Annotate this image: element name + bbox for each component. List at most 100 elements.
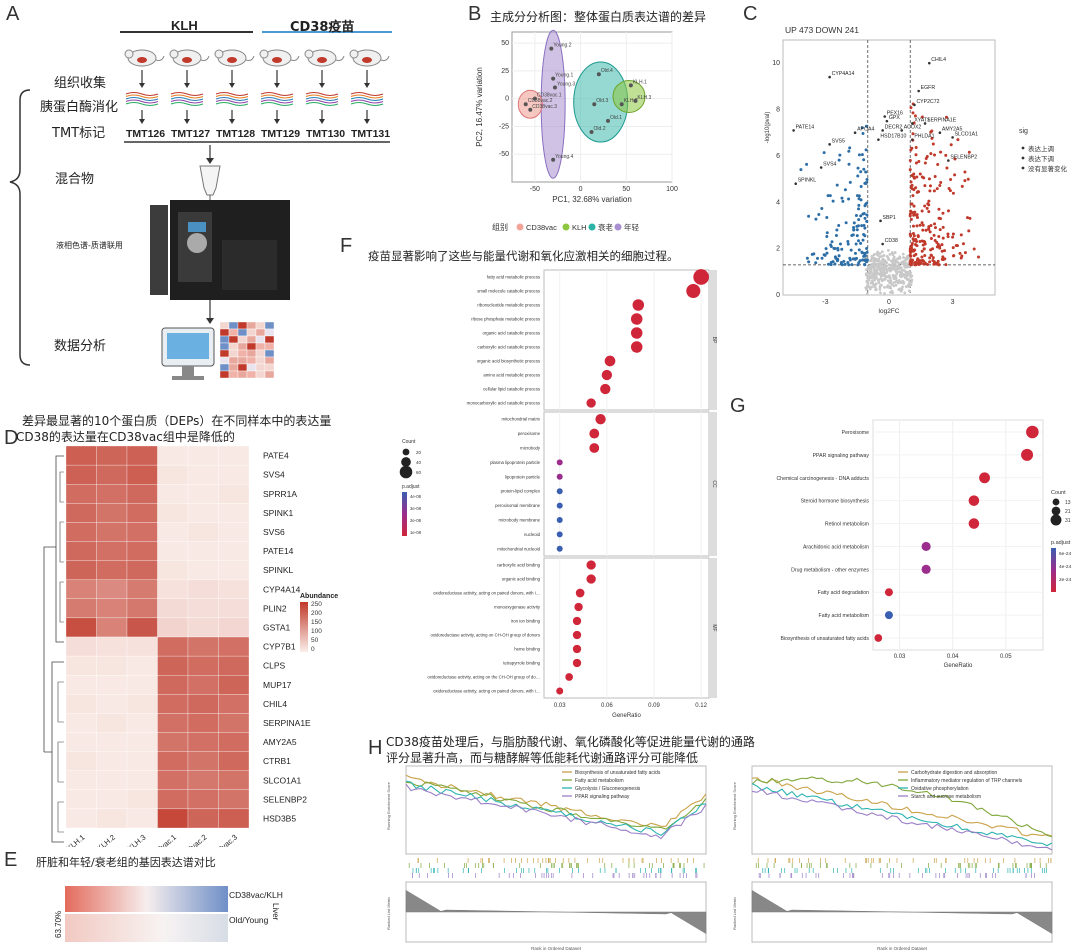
heatmap-cell xyxy=(126,598,158,619)
volcano-ytick: 10 xyxy=(772,60,780,67)
volcano-highlight-point xyxy=(911,138,914,141)
heatmap-row-label: HSD3B5 xyxy=(263,813,296,823)
kegg-dot xyxy=(921,564,931,574)
volcano-ytick: 8 xyxy=(776,107,780,114)
step-lcms: 液相色谱-质谱联用 xyxy=(56,241,123,250)
kegg-dot xyxy=(884,611,893,620)
heatmap-cell xyxy=(126,579,158,599)
heatmap-cell xyxy=(126,808,158,829)
heatmap-cell xyxy=(157,617,189,638)
go-color-legend-label: 4e-08 xyxy=(410,494,422,499)
kegg-term-label: Fatty acid metabolism xyxy=(819,613,869,619)
volcano-highlight-point xyxy=(828,143,831,146)
pca-point-label: Old.1 xyxy=(610,115,622,121)
pca-ytick: -25 xyxy=(499,123,509,130)
heatmap-cell xyxy=(96,789,128,810)
panel-e-bars xyxy=(65,886,228,942)
volcano-highlight-point xyxy=(927,61,931,65)
go-term-label: tetrapyrrole binding xyxy=(503,661,540,666)
gsea-rank-area xyxy=(405,889,707,935)
e-side-label: Liver xyxy=(271,903,280,921)
kegg-term-label: Chemical carcinogenesis - DNA adducts xyxy=(776,476,869,482)
kegg-dotplot: 0.03 0.04 0.05 GeneRatio Peroxisome PPAR sign… xyxy=(776,419,1072,669)
volcano-legend-label: 没有显著变化 xyxy=(1028,164,1068,173)
go-dot xyxy=(572,644,582,654)
go-size-legend-label: 20 xyxy=(416,450,422,455)
pca-title: 主成分分析图：整体蛋白质表达谱的差异 xyxy=(490,10,707,24)
heatmap-cell xyxy=(157,560,189,580)
heatmap-cell xyxy=(96,751,128,771)
heatmap-legend-tick: 150 xyxy=(311,619,322,626)
heatmap-row-label: CTRB1 xyxy=(263,756,291,766)
pca-legend-label: KLH xyxy=(572,223,587,232)
pca-legend-swatch xyxy=(588,223,596,231)
go-facet-panel xyxy=(543,269,710,411)
pca-legend-swatch xyxy=(516,223,524,231)
go-term-label: oxidoreductase activity, acting on the C… xyxy=(427,675,540,680)
e-row1-label: CD38vac/KLH xyxy=(229,890,283,900)
go-dot xyxy=(572,616,582,626)
volcano-highlight-point xyxy=(828,75,831,79)
volcano-legend-swatch xyxy=(1021,156,1025,160)
go-color-legend-title: p.adjust xyxy=(402,484,420,490)
heatmap-col-label: CD38vac.3 xyxy=(205,833,239,847)
gsea-legend-label: Oxidative phosphorylation xyxy=(911,786,969,792)
pca-xlabel: PC1, 32.68% variation xyxy=(552,195,632,204)
heatmap-row-label: PATE4 xyxy=(263,451,289,461)
kegg-dot xyxy=(884,588,893,597)
heatmap-cell xyxy=(157,751,189,771)
volcano-legend-swatch xyxy=(1021,146,1025,150)
volcano-gene-label: CD38 xyxy=(885,238,898,244)
heatmap-row-label: SERPINA1E xyxy=(263,718,311,728)
volcano-highlight-point xyxy=(913,103,916,107)
go-dot xyxy=(556,517,563,523)
volcano-highlight-point xyxy=(911,122,914,125)
go-dot xyxy=(572,630,582,640)
heatmap-row-label: SPINK1 xyxy=(263,508,294,518)
kegg-color-legend-title: p.adjust xyxy=(1051,540,1071,546)
pca-ellipse-cd38vac xyxy=(517,89,543,119)
kegg-dot xyxy=(979,472,990,484)
pca-point xyxy=(596,72,601,77)
heatmap-cell xyxy=(96,808,128,829)
heatmap-cell xyxy=(157,484,189,504)
heatmap-cell xyxy=(96,675,128,695)
heatmap-cell xyxy=(65,560,97,580)
heatmap-cell xyxy=(65,522,97,542)
pca-ytick: -50 xyxy=(499,151,509,158)
pca-point-label: Old.3 xyxy=(596,98,608,104)
go-title: 疫苗显著影响了这些与能量代谢和氧化应激相关的细胞过程。 xyxy=(368,249,679,263)
volcano-ytick: 2 xyxy=(776,246,780,253)
kegg-size-legend-label: 21 xyxy=(1065,509,1071,515)
heatmap-cell xyxy=(187,808,219,829)
go-facet-panel xyxy=(543,411,710,557)
gsea-es-line xyxy=(405,781,707,830)
tmt-128: TMT128 xyxy=(216,128,256,140)
heatmap-cell xyxy=(96,598,128,619)
volcano-gene-label: EGFR xyxy=(921,85,936,91)
step-trypsin-digest: 胰蛋白酶消化 xyxy=(40,100,119,115)
heatmap-cell xyxy=(126,503,158,523)
pca-point-label: Young.1 xyxy=(555,73,573,79)
heatmap-cell xyxy=(65,445,97,466)
heatmap-cell xyxy=(218,636,250,657)
heatmap-cell xyxy=(187,579,219,599)
volcano-xtick: -3 xyxy=(822,299,828,306)
kegg-size-legend-dot xyxy=(1052,498,1060,506)
kegg-xtick: 0.04 xyxy=(947,654,959,660)
kegg-term-label: Retinol metabolism xyxy=(825,522,869,528)
panel-e-label: E xyxy=(4,849,18,871)
heatmap-cell xyxy=(187,445,219,466)
kegg-dot xyxy=(968,518,980,529)
gsea-title-1: CD38疫苗处理后，与脂肪酸代谢、氧化磷酸化等促进能量代谢的通路 xyxy=(386,735,755,749)
heatmap-cell xyxy=(187,598,219,619)
go-term-label: carboxylic acid catabolic process xyxy=(477,345,540,350)
pca-point xyxy=(551,76,556,81)
kegg-term-label: Drug metabolism - other enzymes xyxy=(791,567,869,573)
gsea-right-chart: Running Enrichment Score Carbohydrate dig… xyxy=(732,765,1053,951)
heatmap-cell xyxy=(65,694,97,714)
kegg-color-legend-label: 2e-24 xyxy=(1059,577,1072,583)
pca-ylabel: PC2, 16.47% variation xyxy=(475,67,484,147)
heatmap-cell xyxy=(157,445,189,466)
heatmap-row-label: MUP17 xyxy=(263,680,292,690)
